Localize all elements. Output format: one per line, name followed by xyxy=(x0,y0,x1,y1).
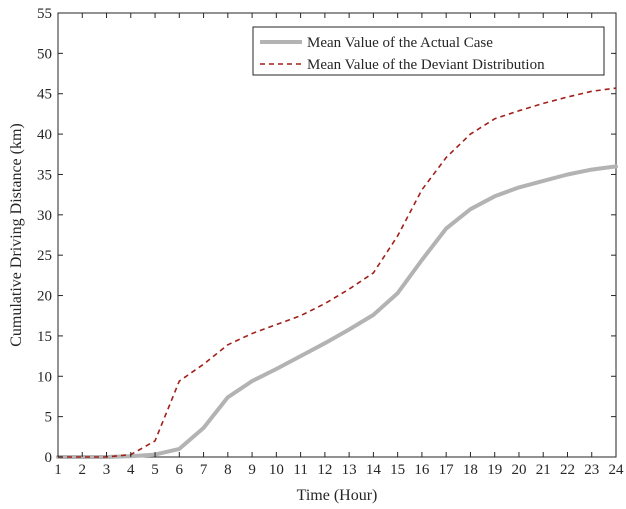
series-line-deviant xyxy=(58,87,617,458)
x-tick-label: 4 xyxy=(127,462,135,478)
y-tick-label: 15 xyxy=(37,329,52,345)
x-tick-label: 13 xyxy=(342,462,357,478)
axes-frame xyxy=(57,12,617,458)
y-tick-label: 20 xyxy=(37,289,52,305)
y-tick-label: 55 xyxy=(37,6,52,22)
x-tick-label: 15 xyxy=(390,462,405,478)
x-tick-label: 5 xyxy=(151,462,159,478)
x-tick-label: 16 xyxy=(414,462,430,478)
x-axis-label: Time (Hour) xyxy=(297,487,378,504)
y-tick-label: 40 xyxy=(37,127,52,143)
x-tick-label: 2 xyxy=(79,462,87,478)
legend-box xyxy=(252,26,605,76)
y-tick-label: 45 xyxy=(37,87,52,103)
tick-layer: 1 2 3 4 5 6 7 8 9 10 11 12 13 14 15 16 17 18 19 20 21 22 23 240… xyxy=(37,6,624,478)
y-tick-label: 35 xyxy=(37,167,52,183)
x-tick-label: 19 xyxy=(487,462,502,478)
x-tick-label: 10 xyxy=(269,462,284,478)
x-tick-label: 3 xyxy=(103,462,111,478)
x-tick-label: 23 xyxy=(584,462,599,478)
y-tick-label: 50 xyxy=(37,46,52,62)
series-line-actual xyxy=(56,164,618,459)
plot-area: 1 2 3 4 5 6 7 8 9 10 11 12 13 14 15 16 17 18 19 20 21 22 23 240… xyxy=(37,6,624,478)
x-tick-label: 20 xyxy=(511,462,526,478)
x-tick-label: 12 xyxy=(317,462,332,478)
legend-label-actual: Mean Value of the Actual Case xyxy=(307,35,493,51)
x-tick-label: 24 xyxy=(609,462,625,478)
x-tick-label: 9 xyxy=(248,462,256,478)
x-tick-label: 8 xyxy=(224,462,232,478)
x-tick-label: 18 xyxy=(463,462,478,478)
y-tick-label: 10 xyxy=(37,369,52,385)
x-tick-label: 7 xyxy=(200,462,208,478)
y-tick-label: 0 xyxy=(45,450,53,466)
x-tick-label: 21 xyxy=(536,462,551,478)
legend-label-deviant: Mean Value of the Deviant Distribution xyxy=(307,57,545,73)
x-tick-label: 14 xyxy=(366,462,382,478)
y-tick-label: 5 xyxy=(45,410,53,426)
y-tick-label: 30 xyxy=(37,208,52,224)
x-tick-label: 6 xyxy=(176,462,184,478)
series-layer xyxy=(56,87,618,459)
y-axis-label: Cumulative Driving Distance (km) xyxy=(8,123,25,347)
legend: Mean Value of the Actual Case Mean Value… xyxy=(252,26,605,76)
x-tick-label: 17 xyxy=(439,462,455,478)
x-tick-label: 22 xyxy=(560,462,575,478)
x-tick-label: 1 xyxy=(54,462,62,478)
y-tick-label: 25 xyxy=(37,248,52,264)
x-tick-label: 11 xyxy=(293,462,307,478)
